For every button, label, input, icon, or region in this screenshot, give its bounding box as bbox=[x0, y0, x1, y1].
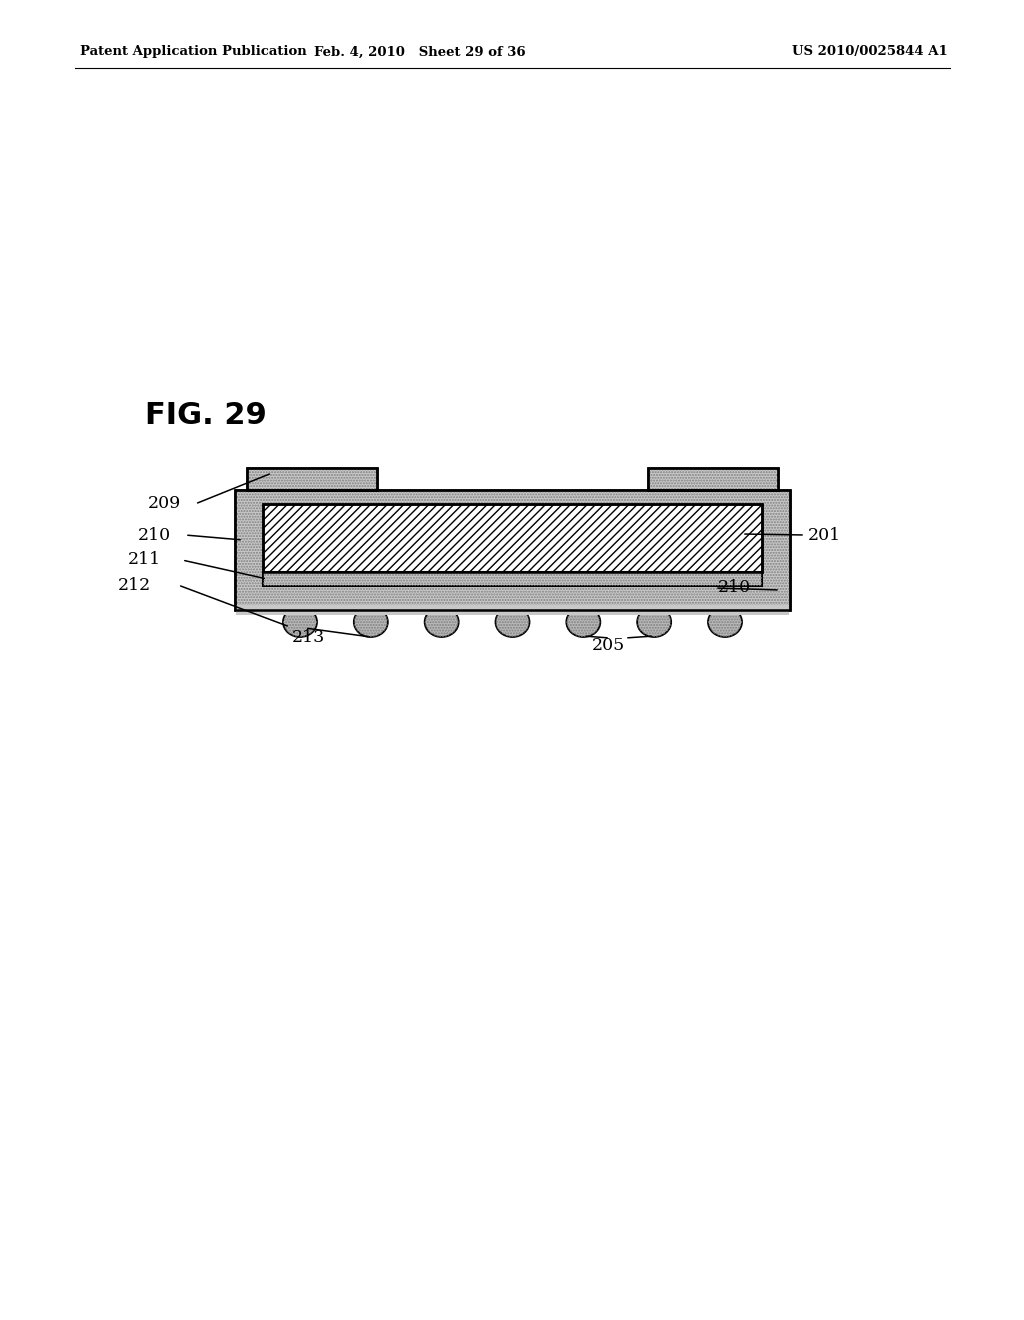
Text: Feb. 4, 2010   Sheet 29 of 36: Feb. 4, 2010 Sheet 29 of 36 bbox=[314, 45, 525, 58]
Bar bbox=[648, 469, 778, 490]
Bar bbox=[263, 504, 762, 572]
Bar bbox=[648, 469, 778, 490]
Text: 210: 210 bbox=[138, 527, 171, 544]
Text: US 2010/0025844 A1: US 2010/0025844 A1 bbox=[793, 45, 948, 58]
Text: 201: 201 bbox=[808, 527, 841, 544]
Bar bbox=[648, 469, 778, 490]
Ellipse shape bbox=[708, 607, 742, 638]
Bar bbox=[234, 490, 790, 610]
Ellipse shape bbox=[637, 607, 671, 638]
Bar bbox=[247, 469, 377, 490]
Ellipse shape bbox=[425, 607, 459, 638]
Bar bbox=[263, 572, 762, 586]
Bar bbox=[234, 490, 790, 610]
Bar bbox=[263, 504, 762, 572]
Text: 210: 210 bbox=[718, 579, 752, 597]
Bar bbox=[263, 504, 762, 572]
Bar bbox=[247, 469, 377, 490]
Text: 205: 205 bbox=[592, 636, 626, 653]
Text: Patent Application Publication: Patent Application Publication bbox=[80, 45, 307, 58]
Bar bbox=[247, 469, 377, 490]
Text: 212: 212 bbox=[118, 577, 152, 594]
Ellipse shape bbox=[354, 607, 388, 638]
Text: FIG. 29: FIG. 29 bbox=[145, 400, 267, 429]
Text: 213: 213 bbox=[292, 630, 326, 647]
Ellipse shape bbox=[566, 607, 600, 638]
Bar bbox=[236, 605, 790, 615]
Ellipse shape bbox=[496, 607, 529, 638]
Bar bbox=[263, 572, 762, 586]
Bar bbox=[234, 490, 790, 610]
Text: 211: 211 bbox=[128, 552, 161, 569]
Ellipse shape bbox=[283, 607, 317, 638]
Text: 209: 209 bbox=[148, 495, 181, 512]
